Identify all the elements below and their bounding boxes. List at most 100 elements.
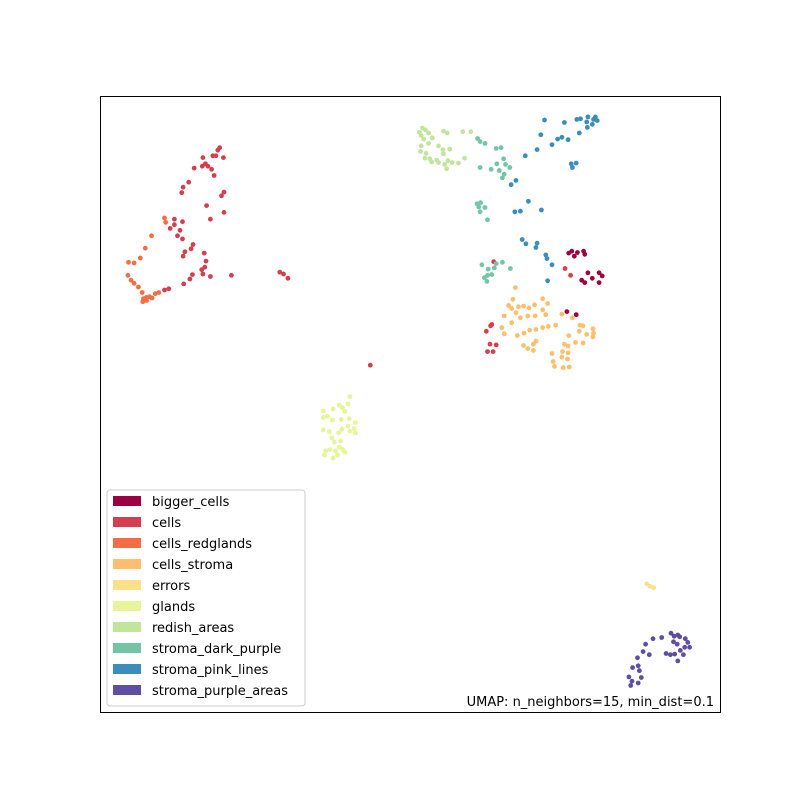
point-cells: [568, 272, 573, 278]
point-glands: [327, 429, 332, 435]
point-stroma-pink-lines: [544, 256, 550, 261]
point-cells-stroma: [549, 351, 555, 356]
legend-label-stroma-purple-areas: stroma_purple_areas: [152, 684, 288, 699]
point-glands: [338, 438, 343, 444]
point-stroma-pink-lines: [589, 121, 595, 127]
point-glands: [333, 448, 338, 454]
point-cells-stroma: [545, 301, 550, 306]
point-redish-areas: [422, 155, 428, 161]
point-cells-redglands: [125, 272, 131, 278]
point-redish-areas: [418, 149, 423, 154]
point-stroma-pink-lines: [562, 120, 567, 125]
point-glands: [345, 423, 351, 429]
point-stroma-pink-lines: [522, 153, 528, 159]
point-stroma-pink-lines: [543, 252, 549, 258]
point-stroma-dark-purple: [501, 156, 506, 162]
point-redish-areas: [460, 129, 466, 135]
point-cells: [172, 216, 177, 222]
legend-label-stroma-dark-purple: stroma_dark_purple: [152, 642, 281, 657]
point-cells-redglands: [142, 245, 148, 251]
point-cells: [205, 163, 211, 169]
point-redish-areas: [441, 128, 446, 134]
point-redish-areas: [445, 158, 451, 164]
point-cells: [177, 227, 183, 233]
point-cells: [186, 179, 192, 185]
point-stroma-dark-purple: [508, 266, 513, 271]
point-stroma-pink-lines: [519, 237, 525, 242]
point-stroma-purple-areas: [630, 665, 635, 670]
point-cells-stroma: [590, 334, 596, 340]
point-cells-stroma: [540, 296, 546, 302]
point-stroma-pink-lines: [513, 178, 519, 183]
point-stroma-dark-purple: [477, 209, 483, 215]
point-stroma-dark-purple: [501, 171, 507, 177]
legend-label-bigger-cells: bigger_cells: [152, 495, 230, 510]
point-cells: [172, 222, 177, 228]
point-stroma-pink-lines: [523, 241, 529, 247]
point-cells-redglands: [131, 280, 137, 286]
point-bigger-cells: [599, 273, 605, 279]
point-cells: [180, 184, 186, 190]
point-glands: [330, 406, 336, 412]
point-cells: [181, 281, 187, 287]
point-redish-areas: [449, 160, 455, 165]
point-cells: [187, 276, 193, 282]
point-glands: [353, 430, 358, 436]
point-cells-stroma: [510, 296, 516, 302]
point-bigger-cells: [573, 312, 579, 318]
point-cells: [221, 189, 227, 195]
point-glands: [323, 448, 329, 454]
point-cells-stroma: [566, 333, 572, 338]
point-cells-stroma: [521, 343, 526, 348]
point-stroma-purple-areas: [675, 658, 681, 664]
point-stroma-pink-lines: [542, 117, 547, 123]
point-redish-areas: [442, 162, 448, 167]
point-cells-stroma: [521, 330, 527, 336]
point-stroma-dark-purple: [503, 162, 508, 167]
legend-swatch-stroma-dark-purple: [113, 643, 141, 653]
legend-swatch-glands: [113, 601, 141, 611]
point-cells-stroma: [565, 343, 571, 349]
point-cells: [199, 267, 205, 273]
point-stroma-purple-areas: [635, 663, 641, 669]
point-cells-stroma: [518, 315, 523, 321]
point-errors: [647, 583, 653, 589]
legend-swatch-redish-areas: [113, 622, 141, 632]
point-stroma-pink-lines: [591, 117, 596, 122]
point-bigger-cells: [582, 251, 588, 257]
point-stroma-pink-lines: [594, 118, 600, 123]
legend-swatch-stroma-pink-lines: [113, 664, 141, 674]
point-redish-areas: [421, 136, 426, 142]
legend-frame: [106, 489, 306, 707]
point-cells: [179, 190, 185, 196]
point-cells-stroma: [580, 323, 586, 329]
point-cells: [483, 328, 489, 334]
point-cells: [210, 153, 216, 159]
point-bigger-cells: [564, 309, 570, 314]
point-glands: [330, 455, 336, 461]
point-stroma-purple-areas: [668, 630, 674, 636]
point-cells: [229, 272, 234, 278]
point-cells: [190, 242, 196, 247]
point-redish-areas: [429, 135, 435, 141]
point-glands: [347, 394, 353, 399]
point-stroma-purple-areas: [626, 674, 632, 680]
point-cells-stroma: [566, 364, 572, 370]
point-cells-stroma: [560, 349, 565, 354]
point-stroma-purple-areas: [668, 652, 673, 658]
point-cells: [201, 250, 207, 256]
point-cells: [221, 210, 227, 215]
point-errors: [651, 585, 657, 590]
point-cells: [175, 233, 180, 239]
point-cells: [277, 269, 283, 275]
point-stroma-purple-areas: [659, 635, 665, 640]
point-stroma-pink-lines: [518, 208, 523, 214]
point-cells-redglands: [126, 259, 131, 265]
point-cells-stroma: [540, 325, 546, 330]
point-cells-stroma: [531, 341, 536, 347]
point-glands: [332, 439, 337, 445]
point-stroma-dark-purple: [477, 165, 483, 170]
point-stroma-purple-areas: [640, 649, 646, 654]
point-cells-stroma: [565, 356, 570, 362]
point-stroma-dark-purple: [500, 259, 505, 265]
